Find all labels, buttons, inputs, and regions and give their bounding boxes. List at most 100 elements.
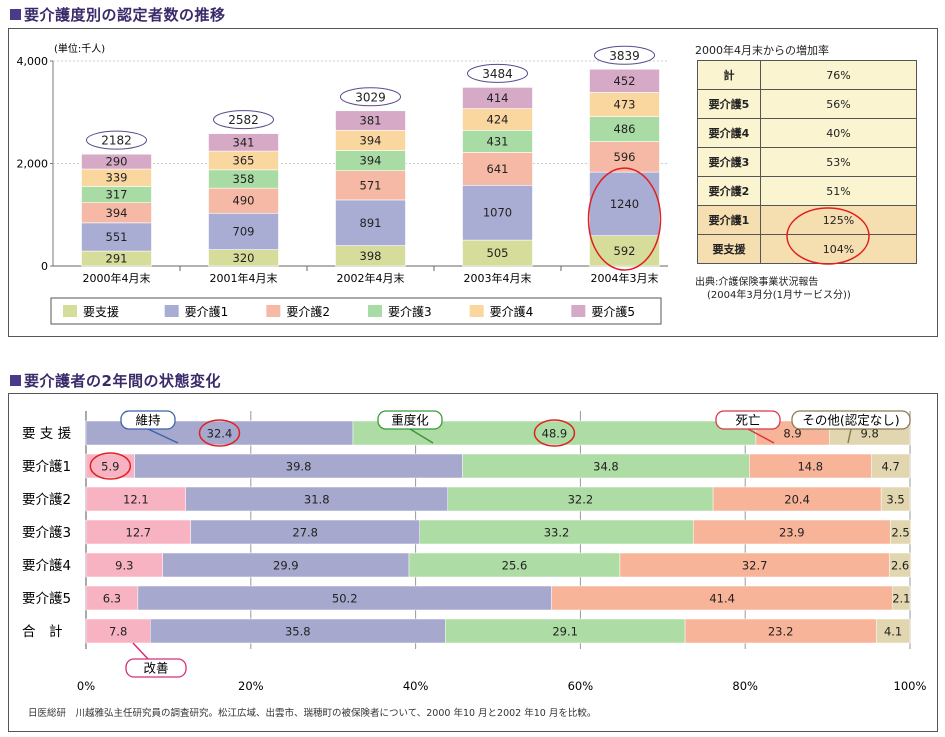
bar-segment <box>462 184 533 241</box>
bar-segment <box>208 212 279 250</box>
bar-segment <box>335 110 406 131</box>
total-bubble <box>594 45 655 65</box>
increase-row: 要介護5 56% <box>697 89 917 119</box>
bar-segment <box>445 618 686 644</box>
increase-highlight-circle <box>786 207 870 265</box>
bar-segment <box>137 585 552 611</box>
data-label: 394 <box>360 154 382 168</box>
highlight-circle <box>89 452 132 480</box>
increase-table-title: 2000年4月末からの増加率 <box>695 44 829 57</box>
bar-segment <box>693 519 891 545</box>
callout-maintain-pointer <box>147 428 179 444</box>
legend-box <box>50 297 662 325</box>
data-label: 339 <box>106 171 128 185</box>
increase-row-label: 要介護1 <box>697 205 761 235</box>
legend-label: 要支援 <box>83 305 119 319</box>
data-label: 381 <box>360 114 382 128</box>
highlight-circle <box>587 167 662 271</box>
increase-row-value: 40% <box>760 118 917 148</box>
bar-segment <box>190 519 420 545</box>
data-label: 394 <box>360 133 382 147</box>
bar-segment <box>875 618 911 644</box>
row-label: 合 計 <box>22 624 63 640</box>
callout-worsen: 重度化 <box>391 413 429 428</box>
row-label: 要介護3 <box>22 525 71 541</box>
y-tick-label: 2,000 <box>17 158 49 171</box>
data-label: 290 <box>106 155 128 169</box>
data-label: 12.1 <box>123 493 149 507</box>
data-label: 709 <box>233 224 255 238</box>
data-label: 50.2 <box>332 592 358 606</box>
data-label: 35.8 <box>285 625 311 639</box>
increase-row-label: 要介護3 <box>697 147 761 177</box>
total-label: 2582 <box>228 113 259 127</box>
data-label: 9.3 <box>115 559 133 573</box>
data-label: 398 <box>360 249 382 263</box>
bar-segment <box>134 453 463 479</box>
data-label: 5.9 <box>101 460 119 474</box>
bar-segment <box>462 87 533 109</box>
x-tick-label: 40% <box>403 679 429 693</box>
y-tick-label: 4,000 <box>17 55 49 68</box>
total-bubble <box>213 110 274 130</box>
bar-segment <box>447 486 714 512</box>
data-label: 358 <box>233 172 255 186</box>
callout-improve: 改善 <box>143 661 168 676</box>
callout-improve-pointer <box>132 642 149 660</box>
data-label: 2.1 <box>892 592 910 606</box>
bar-segment <box>880 486 911 512</box>
bar-segment <box>419 519 694 545</box>
total-label: 2182 <box>101 134 132 148</box>
data-label: 29.1 <box>552 625 578 639</box>
unit-label: (単位:千人) <box>54 42 105 55</box>
x-tick-label: 60% <box>568 679 594 693</box>
total-bubble <box>467 63 528 83</box>
bar-segment <box>85 486 186 512</box>
increase-row-label: 要介護2 <box>697 176 761 206</box>
row-label: 要介護5 <box>22 591 71 607</box>
legend-swatch <box>571 305 586 317</box>
row-label: 要 支 援 <box>22 426 72 442</box>
increase-row: 要支援 104% <box>697 234 917 264</box>
increase-row-value: 53% <box>760 147 917 177</box>
data-label: 12.7 <box>126 526 152 540</box>
legend-swatch <box>63 305 77 317</box>
callout-other-box <box>791 410 911 430</box>
bar-segment <box>462 152 533 186</box>
legend-label: 要介護2 <box>286 304 330 319</box>
x-tick-label: 80% <box>732 679 758 693</box>
legend-swatch <box>266 305 281 317</box>
increase-row: 要介護1 125% <box>697 205 917 235</box>
data-label: 424 <box>487 112 509 126</box>
data-label: 2.5 <box>891 526 909 540</box>
data-label: 452 <box>614 74 636 88</box>
callout-worsen-box <box>377 410 443 430</box>
increase-row-value: 125% <box>760 205 917 235</box>
legend-swatch <box>469 305 484 317</box>
bar-segment <box>81 222 152 252</box>
data-label: 571 <box>360 178 382 192</box>
highlight-circle <box>533 419 576 447</box>
callout-death: 死亡 <box>735 413 760 428</box>
bar-segment <box>892 585 911 611</box>
data-label: 592 <box>614 244 636 258</box>
x-tick-label: 0% <box>77 679 95 693</box>
data-label: 1240 <box>610 197 639 211</box>
callout-maintain-box <box>120 410 176 430</box>
x-tick-label: 2002年4月末 <box>337 271 405 285</box>
bar-segment <box>85 519 191 545</box>
callout-other-pointer <box>847 428 852 444</box>
data-label: 48.9 <box>542 427 568 441</box>
total-label: 3839 <box>609 49 640 63</box>
data-label: 317 <box>106 188 128 202</box>
data-label: 1070 <box>483 206 512 220</box>
chart2-title: 要介護者の2年間の状態変化 <box>10 370 221 391</box>
x-tick-label: 2003年4月末 <box>464 271 532 285</box>
footnote: 日医総研 川越雅弘主任研究員の調査研究。松江広域、出雲市、瑞穂町の被保険者につい… <box>28 708 597 719</box>
data-label: 414 <box>487 91 509 105</box>
data-label: 4.7 <box>881 460 899 474</box>
total-bubble <box>340 87 401 107</box>
total-label: 3029 <box>355 90 386 104</box>
data-label: 39.8 <box>286 460 312 474</box>
x-tick-label: 2001年4月末 <box>210 271 278 285</box>
